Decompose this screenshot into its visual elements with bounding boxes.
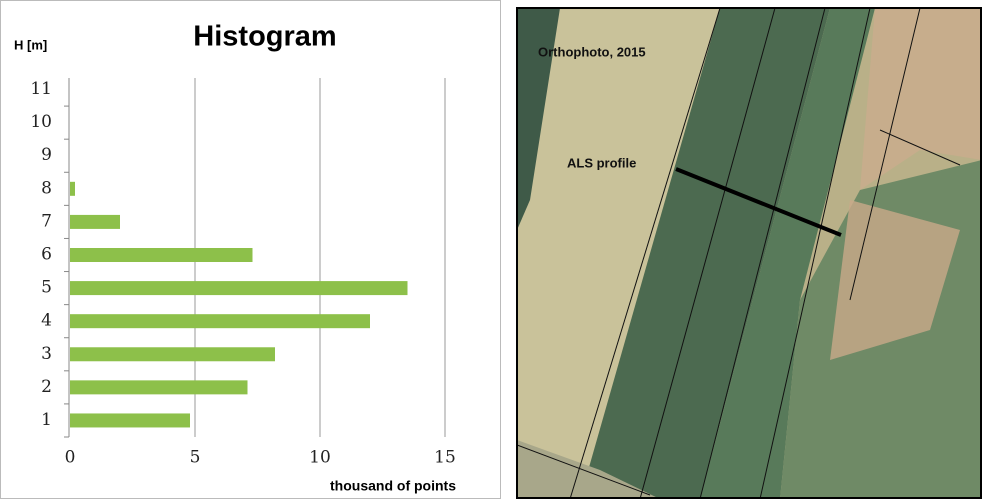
orthophoto: Orthophoto, 2015 ALS profile bbox=[516, 7, 982, 499]
x-tick-label: 0 bbox=[65, 448, 76, 468]
x-axis-label: thousand of points bbox=[330, 478, 456, 494]
y-tick-label: 1 bbox=[41, 410, 52, 430]
bar bbox=[70, 248, 253, 262]
y-tick-label: 9 bbox=[41, 145, 52, 165]
bar bbox=[70, 413, 190, 428]
y-tick-label: 7 bbox=[41, 211, 52, 231]
bar bbox=[70, 380, 248, 395]
photo-title: Orthophoto, 2015 bbox=[538, 44, 646, 59]
y-tick-label: 4 bbox=[41, 311, 52, 331]
x-tick-label: 10 bbox=[309, 448, 331, 468]
y-tick-label: 8 bbox=[41, 178, 52, 198]
bar bbox=[70, 214, 120, 229]
bar bbox=[70, 281, 408, 296]
profile-line bbox=[675, 167, 842, 237]
y-axis-label: H [m] bbox=[14, 37, 47, 52]
bar bbox=[70, 347, 275, 362]
x-tick-label: 5 bbox=[190, 448, 201, 468]
bar bbox=[70, 181, 75, 196]
profile-label: ALS profile bbox=[567, 155, 636, 170]
x-tick-label: 15 bbox=[434, 448, 456, 468]
bar bbox=[70, 314, 370, 329]
y-tick-label: 2 bbox=[41, 377, 52, 397]
chart-title: Histogram bbox=[193, 21, 336, 53]
y-tick-label: 11 bbox=[30, 79, 52, 99]
y-tick-label: 3 bbox=[41, 344, 52, 364]
y-tick-label: 6 bbox=[41, 245, 52, 265]
y-tick-label: 5 bbox=[41, 278, 52, 298]
y-tick-label: 10 bbox=[30, 112, 52, 132]
